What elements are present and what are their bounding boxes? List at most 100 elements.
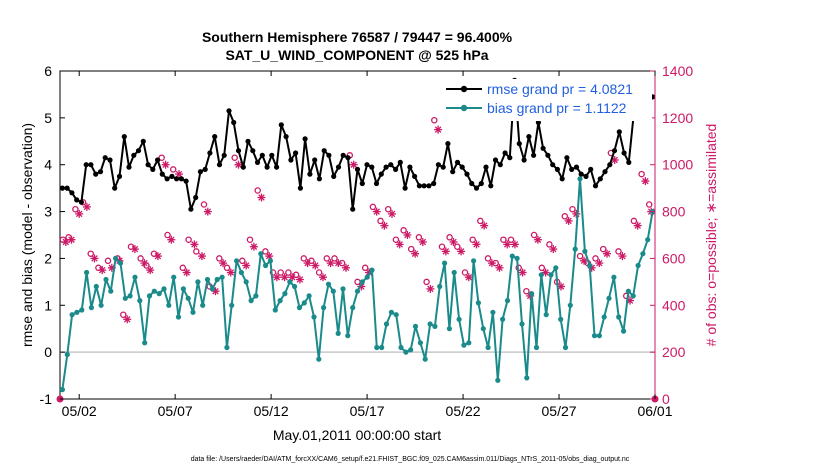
obs-assimilated-marker — [472, 240, 481, 249]
rmse-point — [269, 152, 275, 158]
bias-point — [146, 293, 153, 299]
obs-assimilated-marker — [167, 235, 176, 244]
rmse-point — [364, 162, 370, 168]
obs-assimilated-marker — [564, 216, 573, 225]
bias-point — [490, 309, 496, 315]
bias-point — [374, 344, 380, 351]
asterisk-stroke — [327, 259, 334, 267]
bias-point — [267, 258, 273, 264]
obs-assimilated-marker — [303, 259, 312, 268]
bias-point — [84, 269, 90, 276]
obs-assimilated-marker — [280, 273, 289, 282]
asterisk-stroke — [373, 208, 380, 215]
chart-title: Southern Hemisphere 76587 / 79447 = 96.4… — [202, 29, 513, 45]
bias-point — [538, 272, 544, 278]
rmse-point — [74, 197, 80, 203]
bias-point — [437, 283, 443, 290]
bias-point — [611, 274, 617, 280]
obs-assimilated-marker — [67, 235, 76, 244]
obs-assimilated-marker — [434, 125, 443, 134]
obs-possible-marker — [185, 236, 192, 243]
bias-point — [379, 344, 385, 351]
rmse-point — [254, 159, 261, 165]
rmse-point — [588, 166, 594, 172]
y-right-tick-label: 1000 — [662, 157, 693, 173]
obs-possible-marker — [254, 187, 261, 194]
rmse-point — [621, 150, 627, 156]
asterisk-stroke — [335, 259, 342, 267]
bias-point — [103, 276, 109, 283]
obs-assimilated-marker — [140, 259, 149, 268]
rmse-point — [454, 159, 461, 165]
bias-point — [156, 291, 162, 297]
bias-point — [219, 274, 225, 280]
obs-possible-marker — [469, 236, 476, 243]
bias-point — [258, 251, 264, 257]
obs-assimilated-marker — [257, 193, 266, 202]
rmse-point — [259, 152, 265, 158]
rmse-point — [183, 178, 189, 184]
rmse-point — [397, 159, 403, 165]
obs-assimilated-marker — [426, 284, 435, 293]
bias-point — [446, 326, 452, 332]
y-left-tick-label: 3 — [44, 204, 52, 220]
plot-area — [59, 70, 656, 400]
bias-point — [572, 246, 578, 252]
bias-point — [514, 255, 520, 261]
asterisk-stroke — [312, 262, 319, 269]
y-left-tick-label: 6 — [44, 63, 52, 79]
bias-point — [301, 300, 307, 306]
obs-assimilated-marker — [226, 268, 235, 277]
bias-point — [340, 286, 346, 292]
obs-possible-marker — [561, 213, 569, 220]
obs-possible-marker — [285, 269, 292, 276]
asterisk-stroke — [503, 241, 511, 248]
x-tick-label: 06/01 — [637, 403, 672, 419]
x-tick-label: 05/12 — [254, 403, 289, 419]
y-right-tick-label: 600 — [662, 250, 686, 266]
obs-possible-marker — [400, 227, 407, 234]
obs-possible-marker — [645, 201, 653, 208]
asterisk-stroke — [146, 266, 154, 274]
rmse-point — [388, 162, 394, 168]
obs-assimilated-marker — [75, 209, 84, 218]
bias-point — [408, 347, 414, 353]
bias-point — [277, 298, 283, 304]
obs-possible-marker — [269, 269, 277, 276]
asterisk-stroke — [98, 266, 106, 274]
obs-possible-marker — [477, 217, 484, 225]
obs-possible-marker — [300, 255, 308, 262]
x-tick-label: 05/27 — [542, 403, 577, 419]
rmse-point — [516, 141, 522, 147]
obs-possible-marker — [523, 287, 530, 295]
bias-point — [345, 333, 351, 339]
asterisk-stroke — [534, 236, 542, 243]
bias-point — [359, 279, 365, 285]
rmse-point — [597, 176, 603, 182]
x-tick-label: 05/17 — [350, 403, 385, 419]
rmse-point — [531, 152, 537, 158]
bias-point — [248, 298, 254, 304]
y-left-tick-label: 0 — [44, 344, 52, 360]
rmse-point — [431, 180, 437, 187]
bias-point — [495, 377, 501, 383]
obs-possible-marker — [392, 236, 400, 243]
bias-point — [645, 237, 651, 243]
bias-point — [393, 312, 399, 318]
obs-possible-marker — [431, 116, 438, 124]
rmse-point — [383, 164, 389, 170]
obs-possible-marker — [538, 264, 546, 272]
rmse-point — [159, 171, 165, 177]
asterisk-stroke — [496, 264, 503, 272]
rmse-point — [331, 173, 337, 179]
bias-point — [190, 309, 196, 315]
obs-assimilated-marker — [464, 273, 473, 282]
asterisk-stroke — [350, 161, 357, 168]
bias-point — [142, 340, 148, 346]
obs-assimilated-marker — [311, 261, 320, 270]
bias-point — [500, 316, 506, 322]
rmse-point — [507, 155, 513, 161]
obs-possible-marker — [630, 217, 638, 225]
y-left-tick-label: 2 — [44, 250, 52, 266]
asterisk-stroke — [557, 283, 565, 290]
